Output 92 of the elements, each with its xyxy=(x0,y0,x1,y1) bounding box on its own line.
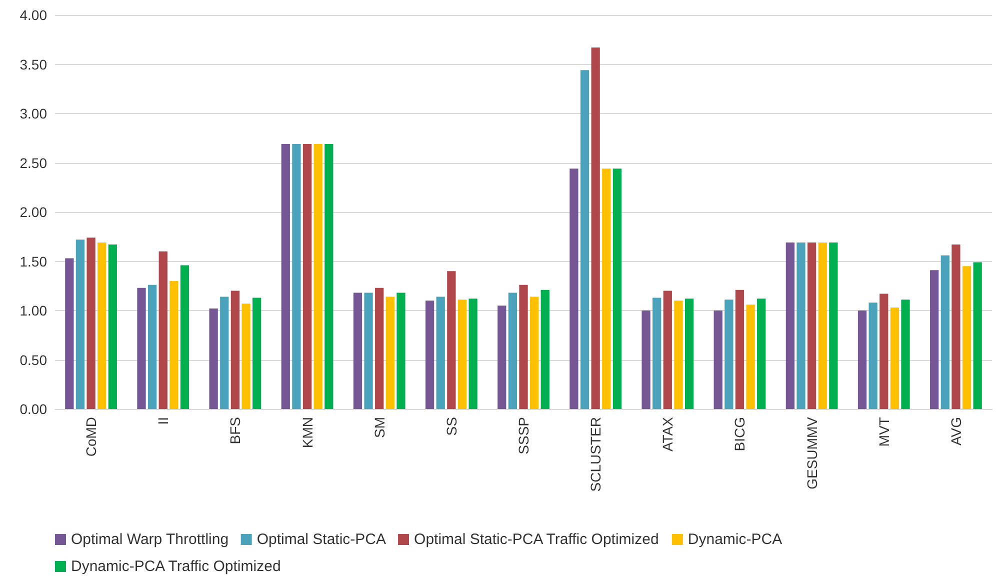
bar xyxy=(137,288,146,409)
bar xyxy=(602,168,611,409)
bar xyxy=(519,284,528,409)
bar xyxy=(65,258,74,409)
x-tick-label: GESUMMV xyxy=(804,416,820,490)
bar xyxy=(796,242,806,409)
bar xyxy=(642,310,650,409)
bar xyxy=(940,255,950,409)
bar xyxy=(364,292,373,409)
bar xyxy=(436,296,445,409)
bar xyxy=(746,304,755,409)
bar xyxy=(468,298,478,409)
bar xyxy=(76,240,85,409)
bar xyxy=(458,300,467,409)
bar xyxy=(540,290,550,409)
x-tick-label: ATAX xyxy=(660,416,676,452)
bar xyxy=(880,294,888,409)
x-tick-label: BFS xyxy=(227,417,244,444)
bar xyxy=(170,280,178,409)
bar xyxy=(612,168,622,409)
bar xyxy=(890,308,900,409)
bar xyxy=(930,270,939,409)
bar xyxy=(86,238,96,409)
bar xyxy=(252,298,262,409)
bar xyxy=(724,300,734,409)
bar xyxy=(786,242,795,409)
bar xyxy=(757,298,766,409)
bar xyxy=(714,310,722,409)
bar xyxy=(180,265,190,409)
legend-label: Optimal Warp Throttling xyxy=(71,531,229,548)
bar xyxy=(447,271,456,409)
bar xyxy=(108,244,117,409)
bar xyxy=(818,242,827,409)
y-tick-label: 0.50 xyxy=(20,352,48,368)
bar xyxy=(148,284,157,409)
bar xyxy=(242,304,250,409)
x-tick-label: CoMD xyxy=(83,417,100,457)
bar xyxy=(807,242,816,409)
bar xyxy=(735,290,744,409)
x-tick-label: SCLUSTER xyxy=(588,417,604,492)
bar xyxy=(684,298,694,409)
y-tick-label: 2.00 xyxy=(20,204,48,220)
bar xyxy=(498,306,506,409)
x-tick-label: II xyxy=(155,417,172,425)
bar xyxy=(663,290,672,409)
y-tick-label: 1.00 xyxy=(20,302,48,318)
bar xyxy=(281,144,290,409)
bar xyxy=(973,262,982,409)
bar xyxy=(314,144,322,409)
y-tick-label: 3.00 xyxy=(20,106,48,122)
bar xyxy=(324,144,334,409)
bar xyxy=(829,242,838,409)
legend-label: Optimal Static-PCA Traffic Optimized xyxy=(414,531,659,548)
bar xyxy=(386,296,394,409)
bar xyxy=(580,70,590,409)
bar xyxy=(508,292,518,409)
legend-label: Dynamic-PCA Traffic Optimized xyxy=(71,558,281,575)
bar xyxy=(868,302,878,409)
y-tick-label: 1.50 xyxy=(20,253,48,270)
x-tick-label: SSSP xyxy=(516,417,532,454)
bar xyxy=(98,242,106,409)
bar xyxy=(674,300,683,409)
y-tick-label: 4.00 xyxy=(20,7,48,23)
bar xyxy=(158,251,168,409)
bar xyxy=(858,310,867,409)
bar xyxy=(425,300,434,409)
x-tick-label: BICG xyxy=(732,417,748,452)
bar xyxy=(591,48,600,409)
bar xyxy=(302,144,312,409)
bar xyxy=(530,296,539,409)
x-tick-label: SS xyxy=(443,417,460,436)
bar xyxy=(220,296,229,409)
y-tick-label: 3.50 xyxy=(20,56,48,72)
x-tick-label: KMN xyxy=(299,417,316,448)
bar xyxy=(375,288,384,409)
bar xyxy=(652,298,662,409)
bar xyxy=(396,292,406,409)
bar xyxy=(230,290,240,409)
bar xyxy=(353,292,362,409)
y-tick-label: 2.50 xyxy=(20,154,48,171)
x-tick-label: AVG xyxy=(948,417,964,446)
bar xyxy=(570,168,578,409)
bar xyxy=(962,266,972,409)
bar xyxy=(209,308,218,409)
y-tick-label: 0.00 xyxy=(20,401,48,417)
legend-label: Optimal Static-PCA xyxy=(256,531,386,548)
x-tick-label: MVT xyxy=(876,416,892,447)
x-tick-label: SM xyxy=(371,417,388,438)
bar xyxy=(292,144,301,409)
bar xyxy=(901,300,910,409)
bar xyxy=(952,244,960,409)
legend-label: Dynamic-PCA xyxy=(688,531,782,548)
